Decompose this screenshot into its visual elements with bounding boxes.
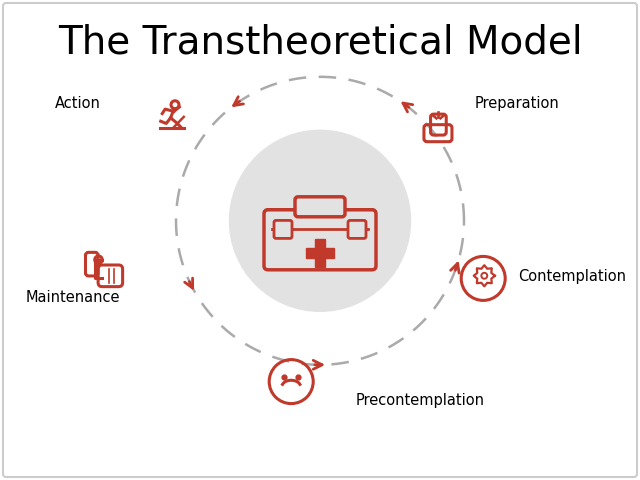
Bar bbox=[306, 248, 334, 258]
FancyBboxPatch shape bbox=[266, 210, 374, 236]
Bar bbox=[315, 239, 325, 266]
Text: Maintenance: Maintenance bbox=[26, 290, 120, 305]
FancyBboxPatch shape bbox=[3, 3, 637, 477]
Text: Precontemplation: Precontemplation bbox=[355, 393, 484, 408]
Text: The Transtheoretical Model: The Transtheoretical Model bbox=[58, 23, 582, 61]
FancyBboxPatch shape bbox=[274, 220, 292, 239]
Text: Action: Action bbox=[54, 96, 100, 111]
Text: Preparation: Preparation bbox=[475, 96, 559, 111]
Text: Contemplation: Contemplation bbox=[518, 268, 627, 284]
FancyBboxPatch shape bbox=[264, 210, 376, 270]
Circle shape bbox=[229, 130, 412, 312]
FancyBboxPatch shape bbox=[348, 220, 366, 239]
FancyBboxPatch shape bbox=[295, 197, 345, 217]
